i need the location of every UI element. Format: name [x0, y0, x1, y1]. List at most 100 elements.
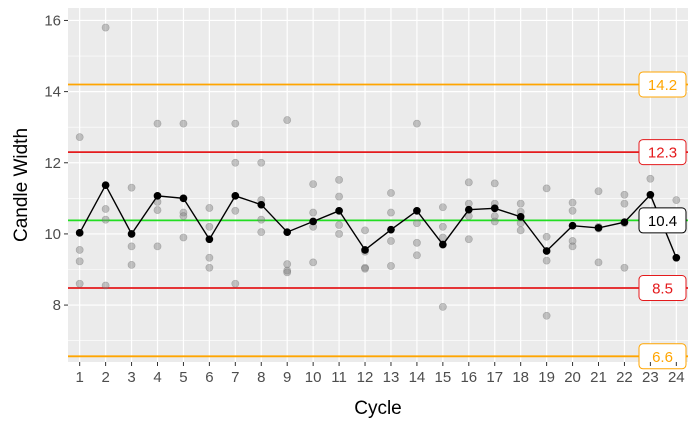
x-tick-label: 6 [205, 369, 213, 386]
x-tick-label: 17 [486, 369, 503, 386]
mean-point [464, 205, 473, 214]
x-tick-label: 2 [101, 369, 109, 386]
observation-point [309, 258, 318, 267]
reference-lines [68, 83, 688, 358]
y-axis-ticks: 8 10 12 14 16 [44, 12, 68, 314]
observation-point [568, 237, 577, 245]
x-tick-label: 15 [435, 369, 452, 386]
mean-point [387, 225, 395, 234]
observation-point [179, 208, 188, 217]
observation-point [283, 266, 292, 275]
observation-point [413, 119, 421, 128]
observation-point [231, 206, 240, 215]
observation-point [594, 187, 603, 196]
observation-point [205, 253, 214, 262]
x-tick-label: 11 [331, 369, 347, 386]
mean-point [516, 213, 525, 221]
mean-point [231, 192, 240, 200]
x-axis-ticks: 1 2 3 4 5 6 7 8 9 10 11 12 13 14 15 16 17 18 19 20 21 22 23 24 [76, 362, 685, 386]
x-tick-label: 10 [305, 369, 322, 386]
reference-label-box [638, 139, 687, 166]
observation-point [438, 203, 447, 212]
observation-point [257, 158, 266, 167]
observation-point [620, 199, 629, 208]
observation-point [568, 206, 577, 215]
mean-point [542, 247, 551, 255]
x-tick-label: 23 [642, 369, 659, 386]
mean-line [79, 183, 677, 259]
observation-point [101, 205, 110, 213]
x-tick-label: 4 [153, 369, 161, 386]
mean-point [335, 206, 343, 215]
y-tick-label: 10 [44, 226, 61, 243]
mean-point [439, 240, 447, 249]
observation-point [413, 219, 421, 228]
x-tick-label: 7 [231, 369, 239, 386]
grid-minor-lines [68, 55, 688, 341]
mean-point [568, 221, 577, 230]
observation-point [153, 206, 162, 214]
observation-point [387, 208, 395, 217]
observation-point [75, 246, 84, 254]
observation-point [75, 133, 84, 142]
observation-point [75, 279, 84, 288]
reference-labels: 14.2 12.3 10.4 8.5 6.6 [638, 71, 687, 370]
reference-label-control: 12.3 [638, 139, 687, 166]
reference-label-value: 6.6 [652, 349, 673, 366]
observation-point [490, 217, 499, 226]
observation-point [646, 174, 655, 183]
reference-label-warning: 14.2 [638, 71, 687, 98]
plot-panel [68, 8, 688, 362]
observation-point [438, 302, 447, 311]
x-tick-label: 12 [357, 369, 374, 386]
mean-point [413, 206, 421, 215]
x-tick-label: 14 [409, 369, 426, 386]
x-tick-label: 21 [590, 369, 607, 386]
observation-point [257, 215, 266, 224]
mean-point [153, 192, 162, 200]
mean-point [283, 228, 292, 236]
observation-point [542, 184, 551, 193]
observation-point [620, 190, 629, 199]
observation-point [153, 242, 162, 251]
reference-label-value: 10.4 [648, 213, 677, 230]
observation-point [542, 232, 551, 241]
observation-point [101, 23, 110, 32]
observation-point [153, 119, 162, 128]
reference-label-warning: 6.6 [638, 343, 687, 370]
observation-point [490, 212, 499, 221]
observation-point [387, 189, 395, 197]
reference-label-box [638, 274, 687, 301]
observation-point [205, 263, 214, 272]
y-tick-label: 16 [44, 12, 61, 29]
mean-point [490, 204, 499, 213]
x-tick-label: 8 [257, 369, 265, 386]
observation-point [672, 196, 681, 205]
x-tick-label: 1 [76, 369, 84, 386]
observation-point [283, 260, 292, 269]
observation-point [464, 235, 473, 244]
observation-point [283, 268, 292, 277]
observation-point [335, 230, 343, 238]
x-tick-label: 5 [179, 369, 187, 386]
observation-point [127, 183, 136, 192]
mean-point [127, 230, 136, 238]
y-tick-label: 12 [44, 155, 61, 172]
x-tick-label: 22 [616, 369, 633, 386]
observation-point [490, 179, 499, 188]
mean-point [205, 235, 214, 244]
observation-point [205, 222, 214, 231]
observation-point [101, 215, 110, 224]
grid-major-lines [68, 8, 688, 362]
observation-point [309, 208, 318, 217]
observation-point [387, 262, 395, 270]
observation-point [335, 221, 343, 229]
observation-point [361, 226, 369, 235]
observation-point [568, 242, 577, 251]
mean-point [620, 218, 629, 226]
observation-point [413, 238, 421, 247]
reference-label-center: 10.4 [638, 207, 687, 234]
mean-point [672, 253, 681, 262]
y-tick-label: 14 [44, 84, 61, 101]
observation-point [179, 119, 188, 128]
